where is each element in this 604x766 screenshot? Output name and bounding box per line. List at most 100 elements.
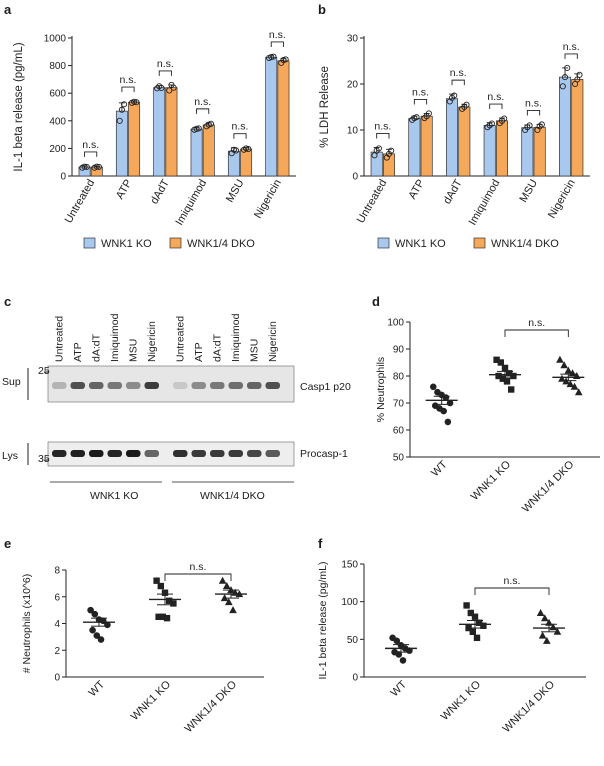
- data-point: [564, 366, 573, 374]
- data-point: [495, 372, 502, 380]
- data-point: [499, 375, 506, 382]
- data-point: [233, 147, 240, 154]
- data-point: [118, 106, 125, 113]
- data-point: [375, 145, 382, 152]
- bar: [446, 98, 459, 177]
- data-point: [506, 370, 513, 377]
- lys-band: [144, 450, 159, 457]
- lane-label: dA:dT: [211, 333, 223, 362]
- panel-label-e: e: [4, 536, 12, 551]
- bar: [277, 60, 290, 177]
- data-point: [245, 146, 252, 153]
- data-point: [503, 378, 511, 385]
- sup-membrane: [47, 365, 295, 403]
- data-point: [497, 359, 504, 366]
- legend-label: WNK1/4 DKO: [187, 238, 255, 250]
- panel-label-b: b: [318, 2, 326, 17]
- data-point: [170, 84, 177, 91]
- significance-label: n.s.: [82, 139, 99, 151]
- data-point: [193, 125, 200, 132]
- bar: [495, 120, 508, 177]
- data-point: [560, 361, 568, 369]
- data-point: [559, 83, 566, 90]
- data-point: [566, 380, 575, 388]
- lys-band: [265, 450, 280, 457]
- data-point: [91, 610, 99, 618]
- x-tick-label: Imiquimod: [467, 178, 503, 228]
- data-point: [508, 386, 515, 393]
- lys-band: [52, 450, 67, 457]
- lys-band: [107, 450, 122, 457]
- lane-label: dA:dT: [90, 333, 102, 362]
- data-point: [473, 634, 481, 642]
- data-point: [218, 576, 227, 584]
- lys-band: [173, 450, 188, 457]
- lys-label: Lys: [2, 450, 18, 462]
- y-tick-label: 1000: [44, 34, 67, 45]
- x-tick-label: WNK1 KO: [469, 458, 514, 503]
- data-point: [153, 577, 160, 584]
- significance-bracket: [451, 79, 465, 86]
- y-tick-label: 10: [347, 126, 359, 137]
- significance-bracket: [196, 108, 210, 114]
- panel-label-a: a: [4, 2, 12, 17]
- data-point: [561, 74, 569, 81]
- data-point: [556, 355, 564, 363]
- y-tick-label: 20: [347, 80, 359, 91]
- chart-e-neutrophil-count: 0 2 4 6 8 # Neutrophils (x10^6) WT WNK1 KO WNK1/…: [21, 561, 264, 735]
- sup-band: [228, 382, 243, 389]
- lys-band: [70, 450, 85, 457]
- data-point: [510, 372, 517, 380]
- lys-band: [228, 450, 243, 457]
- bar: [202, 124, 215, 177]
- significance-bracket: [164, 573, 232, 581]
- data-point: [469, 628, 476, 635]
- x-tick-label: Untreated: [63, 178, 98, 226]
- data-point: [526, 122, 533, 129]
- significance-label: n.s.: [563, 41, 580, 53]
- data-point: [268, 53, 275, 61]
- data-point: [270, 53, 277, 60]
- lane-label: Untreated: [174, 316, 186, 362]
- y-tick-label: 6: [54, 592, 60, 603]
- x-tick-label: WT: [389, 678, 410, 699]
- data-point: [399, 657, 407, 664]
- data-point: [155, 613, 162, 621]
- data-point: [93, 163, 100, 170]
- significance-bracket: [270, 41, 284, 47]
- sup-band-label: Casp1 p20: [300, 381, 351, 393]
- y-tick-label: 2: [54, 646, 60, 657]
- significance-bracket: [121, 86, 135, 93]
- x-tick-label: ATP: [114, 178, 135, 202]
- data-point: [166, 87, 173, 94]
- data-point: [89, 626, 96, 634]
- data-point: [425, 110, 432, 117]
- significance-bracket: [158, 70, 172, 76]
- data-point: [161, 589, 169, 596]
- sup-band: [144, 382, 159, 389]
- significance-bracket: [526, 110, 541, 116]
- y-tick-label: 0: [54, 673, 60, 684]
- lys-band: [210, 450, 225, 457]
- data-point: [207, 120, 215, 127]
- bar: [128, 101, 141, 177]
- data-point: [81, 163, 88, 170]
- data-point: [223, 582, 231, 590]
- sup-band: [52, 382, 67, 389]
- y-tick-label: 80: [393, 372, 405, 383]
- data-point: [97, 636, 105, 643]
- significance-bracket: [474, 587, 550, 595]
- sup-band: [265, 382, 280, 389]
- data-point: [543, 636, 551, 644]
- data-point: [493, 356, 500, 363]
- lane-label: MSU: [248, 339, 260, 362]
- panel-label-f: f: [318, 536, 323, 551]
- data-point: [166, 597, 173, 604]
- data-point: [444, 418, 452, 426]
- lys-band: [126, 450, 141, 457]
- significance-label: n.s.: [120, 74, 137, 86]
- chart-a-il1b-bar: 0 200 400 600 800 1000 IL-1 beta release (pg/m…: [13, 29, 296, 250]
- significance-label: n.s.: [412, 86, 429, 98]
- bar: [240, 148, 253, 177]
- data-point: [158, 84, 165, 92]
